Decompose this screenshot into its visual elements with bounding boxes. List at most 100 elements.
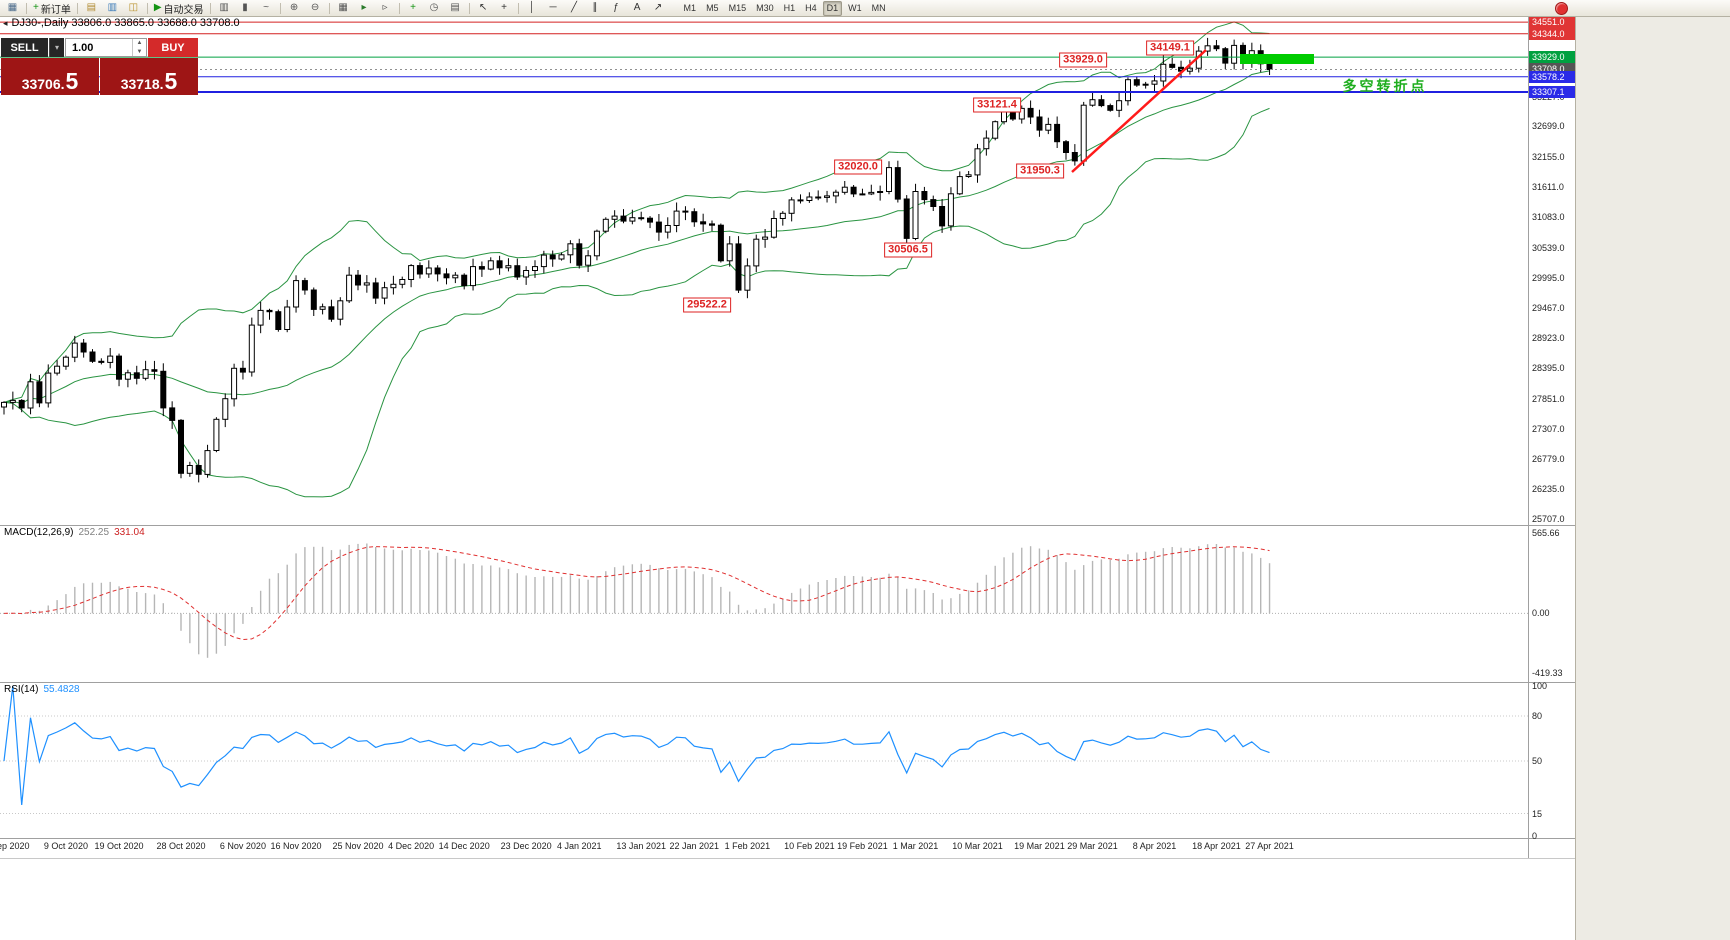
rsi-scale-label: 50 [1532, 756, 1543, 766]
timeframe-w1[interactable]: W1 [848, 3, 862, 13]
stepper-down-icon[interactable]: ▼ [136, 48, 143, 55]
candlestick-chart-button[interactable]: ▮ [235, 0, 256, 16]
trendline-object[interactable] [1071, 49, 1207, 173]
sell-button[interactable]: SELL [1, 38, 48, 57]
turning-point-note[interactable]: 多空转折点 [1342, 78, 1428, 94]
date-axis-label: 8 Apr 2021 [1132, 841, 1177, 851]
volume-input[interactable]: 1.00 ▲ ▼ [65, 38, 147, 57]
price-axis-label: 31083.0 [1532, 211, 1565, 222]
price-annotation[interactable]: 33121.4 [973, 97, 1021, 113]
timeframe-h4[interactable]: H4 [805, 3, 817, 13]
price-axis-label: 32155.0 [1532, 151, 1565, 162]
timeframe-mn[interactable]: MN [871, 3, 886, 13]
timeframe-m1[interactable]: M1 [683, 3, 697, 13]
periods-button[interactable]: ◷ [424, 0, 445, 16]
toolbar-separator [26, 2, 27, 14]
auto-scroll-icon: ▸ [361, 2, 367, 13]
data-window-button[interactable]: ▥ [102, 0, 123, 16]
price-annotation[interactable]: 31950.3 [1016, 163, 1064, 179]
timeframe-h1[interactable]: H1 [783, 3, 796, 13]
toolbar-separator [76, 2, 78, 14]
toolbar-separator [328, 2, 330, 14]
one-click-trading-panel: SELL ▾ 1.00 ▲ ▼ BUY 33706. 5 33718. 5 [1, 38, 198, 95]
date-axis-label: 10 Mar 2021 [952, 841, 1003, 851]
vertical-line-button[interactable]: │ [522, 0, 543, 16]
zoom-out-button[interactable]: ⊖ [305, 0, 326, 16]
toolbar-separator [279, 2, 281, 14]
candlestick-chart-icon: ▮ [242, 2, 248, 13]
volume-value: 1.00 [72, 41, 94, 54]
date-axis-label: 6 Nov 2020 [219, 841, 266, 851]
sell-price-pips: 5 [65, 68, 79, 94]
price-axis-label: 26779.0 [1532, 453, 1565, 464]
timeframe-d1[interactable]: D1 [822, 0, 843, 16]
price-axis-label: 29467.0 [1532, 302, 1565, 313]
stepper-up-icon[interactable]: ▲ [136, 40, 143, 47]
rsi-scale-label: 0 [1532, 831, 1538, 841]
rsi-scale-label: 15 [1532, 808, 1543, 819]
collapse-icon[interactable]: ◂ [3, 18, 8, 28]
navigator-button[interactable]: ◫ [123, 0, 144, 16]
price-annotation[interactable]: 34149.1 [1146, 40, 1194, 56]
bollinger-bands [3, 21, 1270, 498]
macd-scale-label: -419.33 [1532, 668, 1563, 678]
buy-price-button[interactable]: 33718. 5 [100, 58, 198, 95]
date-axis-label: 23 Dec 2020 [500, 841, 552, 851]
new-order-button[interactable]: + 新订单 [30, 0, 74, 16]
zoom-in-icon: ⊕ [289, 2, 299, 13]
market-watch-button[interactable]: ▤ [81, 0, 102, 16]
date-axis-label: 18 Apr 2021 [1192, 841, 1241, 851]
price-annotation[interactable]: 32020.0 [834, 159, 882, 175]
price-annotation[interactable]: 30506.5 [884, 242, 932, 258]
buy-button[interactable]: BUY [148, 38, 198, 57]
text-label-icon: A [633, 2, 641, 13]
new-order-icon: + [33, 2, 39, 13]
price-annotation[interactable]: 33929.0 [1059, 52, 1107, 68]
indicators-icon: + [410, 2, 416, 13]
arrow-objects-button[interactable]: ↗ [648, 0, 669, 16]
sell-price-button[interactable]: 33706. 5 [1, 58, 99, 95]
rsi-panel[interactable] [0, 682, 1528, 838]
crosshair-button[interactable]: + [494, 0, 515, 16]
auto-scroll-button[interactable]: ▸ [354, 0, 375, 16]
date-axis-label: 13 Jan 2021 [616, 841, 666, 851]
autotrading-button[interactable]: ▶ 自动交易 [151, 0, 207, 16]
main-chart-panel[interactable] [0, 16, 1528, 525]
text-label-button[interactable]: A [627, 0, 648, 16]
buy-price-pips: 5 [164, 68, 178, 94]
templates-button[interactable]: ▤ [445, 0, 466, 16]
price-axis-label: 27307.0 [1532, 424, 1565, 435]
line-chart-icon: ~ [263, 2, 269, 13]
price-axis-label: 30539.0 [1532, 242, 1565, 253]
date-axis-label: 4 Dec 2020 [388, 841, 435, 851]
horizontal-line-button[interactable]: ─ [543, 0, 564, 16]
timeframe-m15[interactable]: M15 [728, 3, 747, 13]
chart-shift-button[interactable]: ▹ [375, 0, 396, 16]
price-axis-label: 29995.0 [1532, 273, 1565, 284]
cursor-button[interactable]: ↖ [473, 0, 494, 16]
price-annotation[interactable]: 29522.2 [683, 297, 731, 313]
timeframe-m30[interactable]: M30 [756, 3, 774, 13]
rsi-indicator-label: RSI(14) 55.4828 [4, 684, 80, 695]
market-watch-icon: ▤ [86, 2, 97, 13]
chart-title: ◂ DJ30-,Daily 33806.0 33865.0 33688.0 337… [3, 17, 240, 29]
rsi-scale-label: 80 [1532, 711, 1543, 721]
fibonacci-button[interactable]: ƒ [606, 0, 627, 16]
equidistant-channel-button[interactable]: ∥ [585, 0, 606, 16]
macd-panel[interactable] [0, 525, 1528, 682]
indicators-button[interactable]: + [403, 0, 424, 16]
zoom-in-button[interactable]: ⊕ [284, 0, 305, 16]
line-chart-button[interactable]: ~ [256, 0, 277, 16]
volume-stepper[interactable]: ▲ ▼ [132, 39, 146, 56]
alert-icon[interactable] [1555, 1, 1568, 15]
highlight-zone[interactable] [1240, 54, 1314, 64]
autotrading-button-label: 自动交易 [163, 4, 204, 16]
chevron-down-icon[interactable]: ▾ [49, 38, 64, 57]
arrow-objects-icon: ↗ [653, 2, 663, 13]
timeframe-m5[interactable]: M5 [706, 3, 719, 13]
trendline-button[interactable]: ╱ [564, 0, 585, 16]
tile-windows-button[interactable]: ▦ [333, 0, 354, 16]
new-chart-button[interactable]: ▦ [2, 0, 23, 16]
bar-chart-button[interactable]: ▥ [214, 0, 235, 16]
macd-histogram [12, 543, 1271, 658]
